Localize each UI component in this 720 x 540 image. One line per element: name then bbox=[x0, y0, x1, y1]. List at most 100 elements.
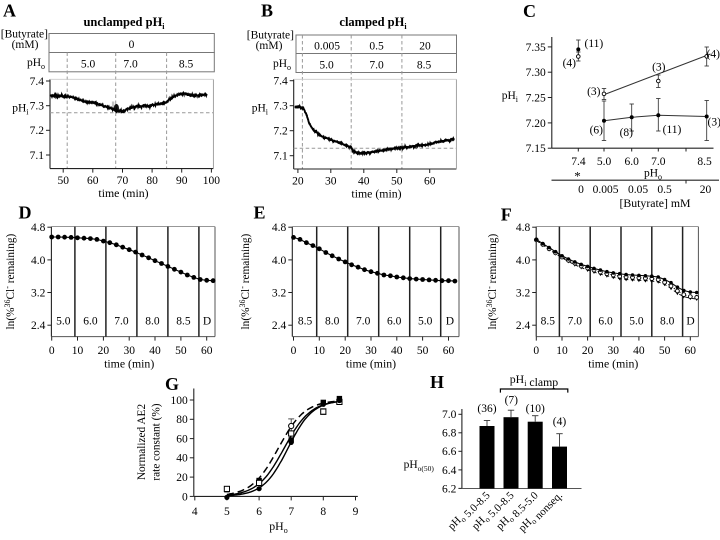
svg-text:30: 30 bbox=[123, 345, 135, 357]
svg-text:40: 40 bbox=[391, 345, 403, 357]
svg-text:7.30: 7.30 bbox=[526, 67, 546, 79]
svg-text:G: G bbox=[165, 374, 179, 394]
svg-text:0: 0 bbox=[291, 345, 297, 357]
svg-text:10: 10 bbox=[556, 345, 568, 357]
svg-text:60: 60 bbox=[443, 345, 455, 357]
svg-text:7.4: 7.4 bbox=[571, 156, 586, 168]
svg-text:7.0: 7.0 bbox=[651, 156, 666, 168]
svg-text:7.0: 7.0 bbox=[114, 316, 129, 328]
svg-text:4.0: 4.0 bbox=[272, 255, 287, 267]
svg-text:7.35: 7.35 bbox=[526, 42, 546, 54]
svg-text:40: 40 bbox=[149, 345, 161, 357]
svg-text:(mM): (mM) bbox=[256, 40, 283, 52]
svg-text:7.3: 7.3 bbox=[273, 101, 288, 113]
svg-text:H: H bbox=[430, 372, 444, 392]
svg-text:pHo: pHo bbox=[269, 519, 287, 535]
svg-text:6.2: 6.2 bbox=[442, 483, 457, 495]
svg-text:8.0: 8.0 bbox=[145, 316, 160, 328]
svg-text:7.0: 7.0 bbox=[123, 59, 138, 71]
svg-text:0: 0 bbox=[533, 345, 539, 357]
svg-text:8.0: 8.0 bbox=[660, 316, 675, 328]
svg-text:7.3: 7.3 bbox=[30, 101, 45, 113]
svg-text:7.1: 7.1 bbox=[30, 150, 45, 162]
svg-text:pHo: pHo bbox=[644, 168, 662, 182]
svg-text:(8): (8) bbox=[620, 127, 634, 139]
svg-text:2.4: 2.4 bbox=[272, 320, 287, 332]
svg-text:ln(%36Cl- remaining): ln(%36Cl- remaining) bbox=[485, 234, 499, 330]
svg-text:pHi: pHi bbox=[502, 90, 519, 104]
svg-text:ln(%36Cl- remaining): ln(%36Cl- remaining) bbox=[238, 234, 252, 330]
svg-text:50: 50 bbox=[659, 345, 671, 357]
svg-text:7.2: 7.2 bbox=[273, 126, 288, 138]
svg-text:D: D bbox=[203, 316, 211, 328]
svg-text:0: 0 bbox=[182, 491, 188, 503]
svg-text:5.0: 5.0 bbox=[56, 316, 71, 328]
svg-text:(11): (11) bbox=[585, 38, 604, 50]
svg-text:(3): (3) bbox=[587, 86, 601, 98]
svg-text:70: 70 bbox=[117, 175, 129, 187]
svg-text:4.8: 4.8 bbox=[516, 222, 531, 234]
svg-text:8.5: 8.5 bbox=[176, 316, 191, 328]
svg-text:D: D bbox=[686, 316, 694, 328]
svg-text:(7): (7) bbox=[505, 395, 519, 407]
svg-text:6.0: 6.0 bbox=[598, 316, 613, 328]
svg-text:(6): (6) bbox=[590, 125, 604, 137]
svg-text:time (min): time (min) bbox=[104, 357, 154, 371]
svg-text:(36): (36) bbox=[477, 403, 496, 415]
svg-text:5.0: 5.0 bbox=[418, 316, 433, 328]
svg-text:7.4: 7.4 bbox=[273, 76, 288, 88]
svg-text:7.1: 7.1 bbox=[273, 151, 288, 163]
svg-text:0.5: 0.5 bbox=[657, 184, 672, 196]
svg-text:4.0: 4.0 bbox=[516, 255, 531, 267]
svg-text:0.005: 0.005 bbox=[314, 41, 340, 53]
svg-text:30: 30 bbox=[365, 345, 377, 357]
svg-text:4.8: 4.8 bbox=[272, 222, 287, 234]
svg-text:7.4: 7.4 bbox=[30, 76, 45, 88]
svg-text:8: 8 bbox=[320, 506, 326, 518]
svg-text:8.5: 8.5 bbox=[697, 156, 712, 168]
svg-text:time (min): time (min) bbox=[98, 186, 148, 200]
svg-text:100: 100 bbox=[171, 395, 189, 407]
svg-text:50: 50 bbox=[391, 176, 403, 188]
svg-text:B: B bbox=[261, 1, 273, 21]
svg-text:time (min): time (min) bbox=[346, 357, 396, 371]
svg-text:30: 30 bbox=[325, 176, 337, 188]
svg-text:rate constant (%): rate constant (%) bbox=[151, 403, 163, 480]
svg-text:6.0: 6.0 bbox=[387, 316, 402, 328]
svg-text:7.0: 7.0 bbox=[369, 60, 384, 72]
svg-text:(3): (3) bbox=[652, 62, 666, 74]
svg-text:100: 100 bbox=[203, 175, 221, 187]
svg-text:Normalized AE2: Normalized AE2 bbox=[136, 404, 148, 481]
svg-text:10: 10 bbox=[72, 345, 84, 357]
svg-text:(11): (11) bbox=[663, 124, 682, 136]
svg-text:4.0: 4.0 bbox=[31, 255, 46, 267]
svg-text:8.5: 8.5 bbox=[179, 59, 194, 71]
svg-text:(mM): (mM) bbox=[12, 39, 39, 51]
svg-text:D: D bbox=[19, 203, 32, 223]
svg-text:[Butyrate]: [Butyrate] bbox=[247, 30, 294, 42]
svg-text:0.005: 0.005 bbox=[593, 184, 619, 196]
svg-text:60: 60 bbox=[176, 434, 188, 446]
svg-text:[Butyrate] mM: [Butyrate] mM bbox=[619, 196, 691, 210]
svg-text:(4): (4) bbox=[707, 49, 720, 61]
svg-text:40: 40 bbox=[633, 345, 645, 357]
svg-text:20: 20 bbox=[98, 345, 110, 357]
svg-text:20: 20 bbox=[419, 41, 431, 53]
svg-text:(10): (10) bbox=[526, 403, 545, 415]
svg-text:E: E bbox=[254, 203, 266, 223]
svg-text:6: 6 bbox=[256, 506, 262, 518]
svg-text:[Butyrate]: [Butyrate] bbox=[1, 29, 48, 41]
svg-text:2.4: 2.4 bbox=[31, 320, 46, 332]
svg-text:5.0: 5.0 bbox=[597, 156, 612, 168]
svg-text:9: 9 bbox=[353, 506, 359, 518]
svg-text:20: 20 bbox=[582, 345, 594, 357]
svg-text:C: C bbox=[523, 1, 536, 21]
svg-text:5: 5 bbox=[224, 506, 230, 518]
svg-text:pHi: pHi bbox=[252, 103, 269, 117]
svg-text:unclamped pHi: unclamped pHi bbox=[83, 15, 165, 31]
svg-text:40: 40 bbox=[176, 453, 188, 465]
svg-text:60: 60 bbox=[201, 345, 213, 357]
svg-text:0.05: 0.05 bbox=[628, 184, 648, 196]
svg-text:3.2: 3.2 bbox=[31, 287, 46, 299]
svg-text:pHo: pHo bbox=[273, 58, 291, 72]
